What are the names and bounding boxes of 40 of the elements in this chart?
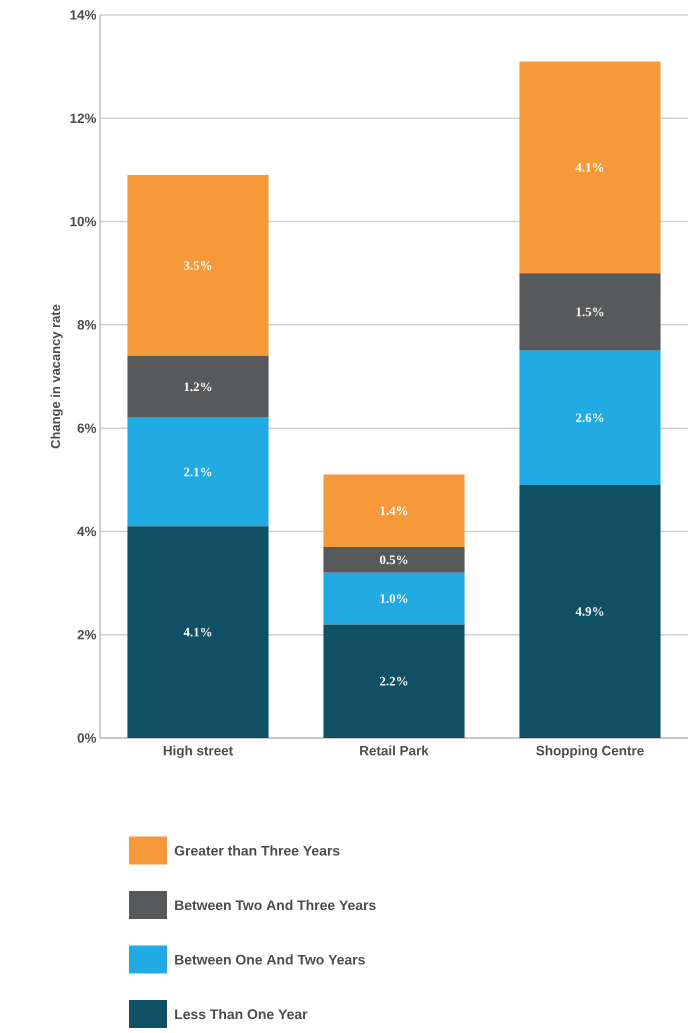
data-label: 3.5% <box>183 261 212 270</box>
data-label: 1.5% <box>576 307 604 317</box>
y-tick-label: 12% <box>70 113 97 124</box>
y-tick-label: 10% <box>70 216 97 227</box>
legend-label: Between Two And Three Years <box>175 899 376 911</box>
data-label: 2.6% <box>575 413 604 423</box>
data-label: 4.1% <box>575 162 604 172</box>
bar <box>519 484 661 738</box>
y-tick-label: 2% <box>77 629 97 640</box>
x-tick-label: Shopping Centre <box>536 745 644 759</box>
data-label: 4.1% <box>183 627 212 637</box>
bar <box>519 273 661 351</box>
data-label: 1.2% <box>184 382 212 392</box>
data-label: 0.5% <box>379 555 408 565</box>
bar <box>323 572 465 625</box>
x-tick-label: High street <box>163 745 233 759</box>
data-label: 1.0% <box>380 594 408 603</box>
bar <box>519 350 661 485</box>
bar <box>519 61 661 274</box>
data-label: 2.1% <box>183 467 212 477</box>
legend-label: Less Than One Year <box>175 1008 308 1020</box>
bar <box>127 417 269 527</box>
bar <box>127 355 269 418</box>
bar <box>127 175 269 356</box>
data-label: 4.9% <box>575 607 604 616</box>
data-label: 1.4% <box>380 506 408 516</box>
legend-label: Between One And Two Years <box>175 954 365 965</box>
bar <box>323 474 465 547</box>
y-tick-label: 8% <box>77 320 97 330</box>
y-tick-label: 4% <box>77 526 97 537</box>
y-axis-title: Change in vacancy rate <box>50 304 63 449</box>
bar <box>127 526 269 738</box>
data-label: 2.2% <box>379 676 408 686</box>
legend-label: Greater than Three Years <box>174 845 340 856</box>
y-tick-label: 14% <box>70 10 97 20</box>
bar <box>323 624 465 738</box>
y-tick-label: 6% <box>77 423 97 433</box>
x-tick-label: Retail Park <box>360 745 429 756</box>
y-tick-label: 0% <box>77 733 97 743</box>
bar <box>323 546 465 573</box>
